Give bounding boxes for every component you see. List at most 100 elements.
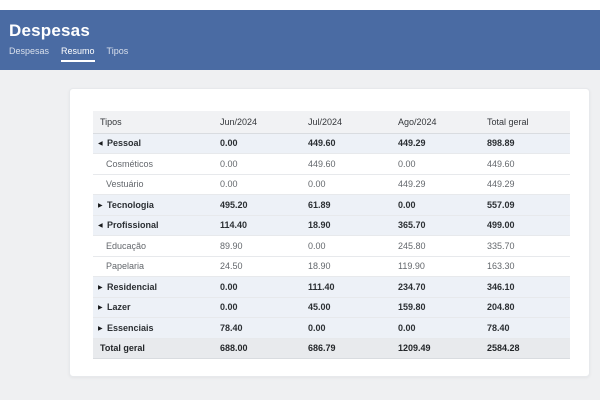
value-cell: 0.00: [308, 235, 398, 257]
row-label-cell[interactable]: ◀ Profissional: [93, 215, 220, 236]
value-cell: 24.50: [220, 256, 308, 277]
table-row[interactable]: ◀ Profissional 114.40 18.90 365.70 499.00: [93, 215, 570, 236]
table-header-row: Tipos Jun/2024 Jul/2024 Ago/2024 Total geral: [93, 111, 570, 134]
row-label-cell[interactable]: ▶ Essenciais: [93, 317, 220, 339]
summary-card: Tipos Jun/2024 Jul/2024 Ago/2024 Total geral…: [69, 88, 590, 377]
value-cell: 234.70: [398, 276, 487, 298]
table-row[interactable]: ▶ Essenciais 78.40 0.00 0.00 78.40: [93, 317, 570, 339]
value-cell: 78.40: [487, 317, 570, 339]
table-row[interactable]: ▶ Tecnologia 495.20 61.89 0.00 557.09: [93, 194, 570, 216]
row-label: Pessoal: [107, 138, 142, 149]
page-title: Despesas: [9, 21, 90, 40]
value-cell: 204.80: [487, 297, 570, 318]
value-cell: 449.60: [487, 153, 570, 175]
row-label-cell: Cosméticos: [93, 153, 220, 175]
row-label: Essenciais: [107, 322, 154, 333]
value-cell: 0.00: [220, 276, 308, 298]
value-cell: 0.00: [220, 133, 308, 154]
value-cell: 449.29: [398, 174, 487, 195]
value-cell: 499.00: [487, 215, 570, 236]
row-label: Vestuário: [106, 179, 144, 190]
row-label-cell[interactable]: ▶ Tecnologia: [93, 194, 220, 216]
row-label: Lazer: [107, 302, 131, 313]
value-cell: 495.20: [220, 194, 308, 216]
collapse-toggle-icon[interactable]: ◀: [98, 141, 103, 148]
tab-bar: Despesas Resumo Tipos: [9, 46, 600, 62]
row-label: Papelaria: [106, 261, 145, 272]
value-cell: 0.00: [308, 317, 398, 339]
table-row[interactable]: ▶ Lazer 0.00 45.00 159.80 204.80: [93, 297, 570, 318]
value-cell: 18.90: [308, 256, 398, 277]
expand-toggle-icon[interactable]: ▶: [98, 305, 103, 312]
value-cell: 245.80: [398, 235, 487, 257]
value-cell: 61.89: [308, 194, 398, 216]
table-row: Vestuário 0.00 0.00 449.29 449.29: [93, 174, 570, 195]
page-body: Tipos Jun/2024 Jul/2024 Ago/2024 Total geral…: [0, 70, 600, 377]
value-cell: 0.00: [308, 174, 398, 195]
row-label-cell[interactable]: ▶ Residencial: [93, 276, 220, 298]
value-cell: 335.70: [487, 235, 570, 257]
value-cell: 2584.28: [487, 337, 570, 359]
column-header-3: Ago/2024: [398, 111, 487, 134]
value-cell: 163.30: [487, 256, 570, 277]
value-cell: 45.00: [308, 297, 398, 318]
row-label-cell: Total geral: [93, 337, 220, 359]
table-row[interactable]: ◀ Pessoal 0.00 449.60 449.29 898.89: [93, 133, 570, 154]
value-cell: 449.60: [308, 153, 398, 175]
value-cell: 1209.49: [398, 337, 487, 359]
tab-despesas[interactable]: Despesas: [9, 46, 50, 56]
column-header-0: Tipos: [93, 111, 220, 134]
value-cell: 365.70: [398, 215, 487, 236]
row-label-cell[interactable]: ◀ Pessoal: [93, 133, 220, 154]
value-cell: 111.40: [308, 276, 398, 298]
value-cell: 114.40: [220, 215, 308, 236]
row-label-cell: Vestuário: [93, 174, 220, 195]
expand-toggle-icon[interactable]: ▶: [98, 284, 103, 291]
row-label: Tecnologia: [107, 199, 154, 210]
value-cell: 688.00: [220, 337, 308, 359]
row-label: Profissional: [107, 220, 159, 231]
row-label-cell: Papelaria: [93, 256, 220, 277]
expand-toggle-icon[interactable]: ▶: [98, 325, 103, 332]
value-cell: 0.00: [398, 153, 487, 175]
table-body: ◀ Pessoal 0.00 449.60 449.29 898.89 Cosméticos…: [93, 133, 570, 359]
value-cell: 346.10: [487, 276, 570, 298]
value-cell: 18.90: [308, 215, 398, 236]
value-cell: 0.00: [220, 153, 308, 175]
table-row: Papelaria 24.50 18.90 119.90 163.30: [93, 256, 570, 277]
row-label: Educação: [106, 240, 147, 251]
table-row: Educação 89.90 0.00 245.80 335.70: [93, 235, 570, 257]
value-cell: 898.89: [487, 133, 570, 154]
row-label-cell[interactable]: ▶ Lazer: [93, 297, 220, 318]
column-header-1: Jun/2024: [220, 111, 308, 134]
value-cell: 119.90: [398, 256, 487, 277]
value-cell: 449.60: [308, 133, 398, 154]
expand-toggle-icon[interactable]: ▶: [98, 202, 103, 209]
row-label: Total geral: [100, 343, 145, 354]
value-cell: 78.40: [220, 317, 308, 339]
tab-resumo[interactable]: Resumo: [61, 46, 95, 62]
row-label: Residencial: [107, 281, 158, 292]
table-row: Cosméticos 0.00 449.60 0.00 449.60: [93, 153, 570, 175]
table-row[interactable]: ▶ Residencial 0.00 111.40 234.70 346.10: [93, 276, 570, 298]
value-cell: 0.00: [398, 317, 487, 339]
collapse-toggle-icon[interactable]: ◀: [98, 223, 103, 230]
value-cell: 449.29: [487, 174, 570, 195]
summary-table: Tipos Jun/2024 Jul/2024 Ago/2024 Total geral…: [93, 111, 570, 359]
value-cell: 686.79: [308, 337, 398, 359]
value-cell: 0.00: [220, 297, 308, 318]
row-label-cell: Educação: [93, 235, 220, 257]
value-cell: 557.09: [487, 194, 570, 216]
value-cell: 89.90: [220, 235, 308, 257]
app-header: Despesas Despesas Resumo Tipos: [0, 10, 600, 70]
tab-tipos[interactable]: Tipos: [106, 46, 129, 56]
value-cell: 0.00: [398, 194, 487, 216]
row-label: Cosméticos: [106, 158, 154, 169]
column-header-2: Jul/2024: [308, 111, 398, 134]
value-cell: 159.80: [398, 297, 487, 318]
top-strip: [0, 0, 600, 10]
total-row: Total geral 688.00 686.79 1209.49 2584.28: [93, 337, 570, 359]
value-cell: 0.00: [220, 174, 308, 195]
column-header-4: Total geral: [487, 111, 570, 134]
value-cell: 449.29: [398, 133, 487, 154]
